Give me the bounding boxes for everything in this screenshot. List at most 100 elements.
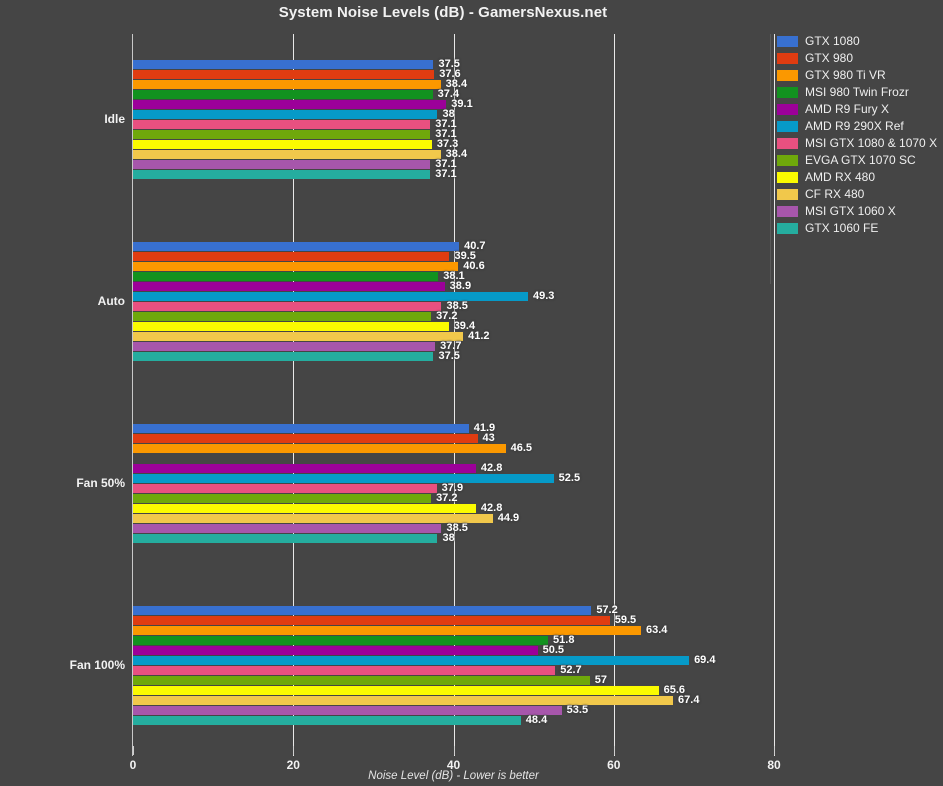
bar[interactable] — [133, 322, 449, 331]
bar[interactable] — [133, 606, 592, 615]
legend-item[interactable]: AMD R9 290X Ref — [777, 119, 943, 133]
bar[interactable] — [133, 130, 431, 139]
plot-area: 37.5 37.6 38.4 37.4 39.1 38 37.1 37.1 37.3 38.4 37… — [133, 34, 775, 756]
legend-item[interactable]: GTX 1080 — [777, 34, 943, 48]
bar[interactable] — [133, 534, 438, 543]
bar-value-label: 57.2 — [596, 604, 618, 616]
bar[interactable] — [133, 696, 674, 705]
bar[interactable] — [133, 70, 435, 79]
x-axis-title: Noise Level (dB) - Lower is better — [368, 770, 539, 782]
legend-item[interactable]: GTX 1060 FE — [777, 221, 943, 235]
bar-value-label: 69.4 — [694, 654, 716, 666]
bar-value-label: 38.4 — [445, 78, 468, 90]
bar-row: 46.5 — [133, 442, 774, 454]
bar[interactable] — [133, 302, 442, 311]
bar[interactable] — [133, 120, 431, 129]
bar[interactable] — [133, 170, 431, 179]
bar-value-label: 37.6 — [439, 68, 461, 80]
bar[interactable] — [133, 616, 610, 625]
bar[interactable] — [133, 424, 469, 433]
bar[interactable] — [133, 312, 432, 321]
bar[interactable] — [133, 444, 506, 453]
bar[interactable] — [133, 514, 493, 523]
bar-value-label: 38.1 — [443, 270, 465, 282]
bar[interactable] — [133, 626, 641, 635]
bar[interactable] — [133, 342, 436, 351]
bar-value-label: 52.7 — [560, 664, 582, 676]
x-tick-label: 20 — [286, 758, 300, 772]
legend-item[interactable]: EVGA GTX 1070 SC — [777, 153, 943, 167]
bar[interactable] — [133, 524, 442, 533]
bar[interactable] — [133, 352, 434, 361]
legend-label: AMD R9 290X Ref — [805, 119, 904, 133]
bar[interactable] — [133, 60, 434, 69]
legend-item[interactable]: AMD R9 Fury X — [777, 102, 943, 116]
bar[interactable] — [133, 646, 538, 655]
bar[interactable] — [133, 666, 556, 675]
bar[interactable] — [133, 272, 439, 281]
bar[interactable] — [133, 110, 438, 119]
legend-label: GTX 1080 — [805, 34, 860, 48]
legend-label: MSI GTX 1060 X — [805, 204, 896, 218]
bar[interactable] — [133, 716, 521, 725]
bar[interactable] — [133, 80, 441, 89]
bar-row: 41.2 — [133, 330, 774, 342]
legend-color-swatch — [777, 172, 798, 183]
bar[interactable] — [133, 434, 478, 443]
bar[interactable] — [133, 160, 431, 169]
legend-item[interactable]: MSI GTX 1060 X — [777, 204, 943, 218]
bar-value-label: 37.7 — [440, 340, 462, 352]
bar-row: 52.7 — [133, 664, 774, 676]
bar-value-label: 41.9 — [473, 422, 496, 434]
bar-value-label: 42.8 — [480, 502, 503, 514]
legend-item[interactable]: MSI GTX 1080 & 1070 X — [777, 136, 943, 150]
legend-item[interactable]: CF RX 480 — [777, 187, 943, 201]
bar[interactable] — [133, 504, 476, 513]
bar[interactable] — [133, 332, 464, 341]
bar-row: 63.4 — [133, 624, 774, 636]
bar[interactable] — [133, 292, 529, 301]
bar-row: 38.9 — [133, 280, 774, 292]
bar-row: 57.2 — [133, 604, 774, 616]
bar[interactable] — [133, 242, 460, 251]
category-label-fan-50: Fan 50% — [76, 476, 125, 490]
bar[interactable] — [133, 262, 459, 271]
bar-row: 44.9 — [133, 512, 774, 524]
legend-color-swatch — [777, 138, 798, 149]
bar[interactable] — [133, 282, 445, 291]
bar[interactable] — [133, 494, 432, 503]
bar-value-label: 49.3 — [533, 290, 555, 302]
legend-item[interactable]: GTX 980 — [777, 51, 943, 65]
bar[interactable] — [133, 686, 659, 695]
legend-item[interactable]: GTX 980 Ti VR — [777, 68, 943, 82]
bar-value-label: 38 — [442, 532, 455, 544]
bar-row: 48.4 — [133, 714, 774, 726]
bar-group: 57.2 59.5 63.4 51.8 50.5 69.4 52.7 57 65.6 67.4 53… — [133, 604, 774, 726]
legend-color-swatch — [777, 36, 798, 47]
legend-item[interactable]: MSI 980 Twin Frozr — [777, 85, 943, 99]
bar[interactable] — [133, 474, 554, 483]
bar-row: 39.5 — [133, 250, 774, 262]
bar[interactable] — [133, 706, 562, 715]
legend-item[interactable]: AMD RX 480 — [777, 170, 943, 184]
bar-value-label: 40.7 — [464, 240, 486, 252]
legend-label: GTX 980 — [805, 51, 854, 65]
bar[interactable] — [133, 150, 441, 159]
bar[interactable] — [133, 464, 476, 473]
bar[interactable] — [133, 676, 590, 685]
bar[interactable] — [133, 656, 690, 665]
bar[interactable] — [133, 100, 447, 109]
bar[interactable] — [133, 636, 549, 645]
bar-value-label: 39.1 — [451, 98, 473, 110]
bar-value-label: 37.1 — [435, 158, 457, 170]
bar-row: 38.1 — [133, 270, 774, 282]
bar[interactable] — [133, 140, 432, 149]
bar-row: 37.2 — [133, 310, 774, 322]
bar[interactable] — [133, 90, 433, 99]
bar[interactable] — [133, 252, 450, 261]
bar-value-label: 59.5 — [614, 614, 637, 626]
bar-value-label: 37.5 — [438, 58, 460, 70]
bar[interactable] — [133, 484, 437, 493]
x-tick-mark — [613, 746, 615, 755]
